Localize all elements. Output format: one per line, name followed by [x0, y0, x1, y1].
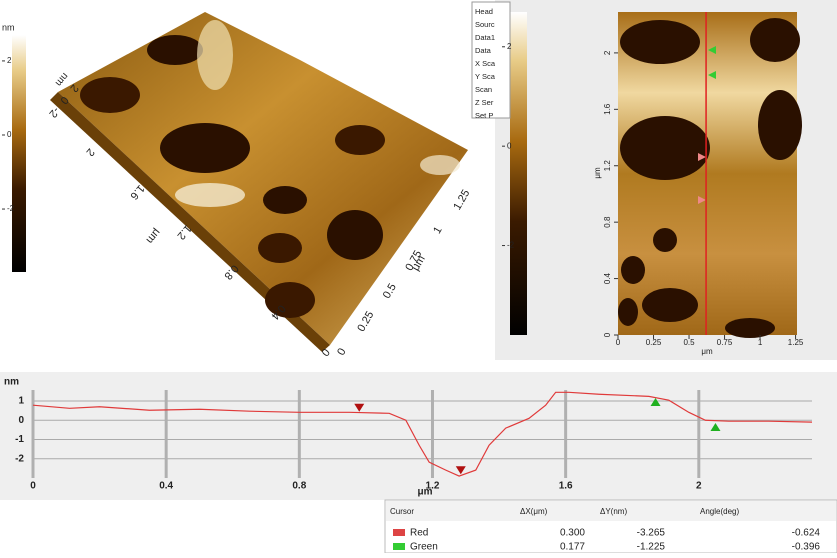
profile-line [32, 391, 813, 477]
x-tick-label: 0 [616, 338, 621, 347]
profile-panel [0, 372, 837, 500]
y-axis-label: nm [4, 377, 19, 388]
colorbar-label: nm [2, 22, 15, 32]
menu-item[interactable]: Set P [475, 111, 493, 120]
green-swatch [393, 543, 405, 550]
axis-3d-tick-label: 1.25 [451, 188, 472, 213]
cursor-marker[interactable] [354, 403, 365, 412]
table-cell: 0.177 [560, 542, 585, 553]
table-cell: 0.300 [560, 528, 585, 539]
x-axis-label: μm [701, 347, 713, 356]
x-tick-label: 0.8 [292, 481, 306, 492]
y-tick-label: 0.4 [603, 272, 612, 284]
x-tick-label: 1 [758, 338, 763, 347]
table-header-cell: Cursor [390, 507, 414, 516]
x-tick-label: 0.75 [717, 338, 733, 347]
table-cell: -0.624 [792, 528, 821, 539]
y-tick-label: -1 [15, 434, 24, 445]
y-tick-label: 0.8 [603, 216, 612, 228]
image-2d [618, 12, 802, 338]
table-header-cell: Angle(deg) [700, 507, 739, 516]
x-tick-label: 0.4 [159, 481, 173, 492]
table-cell: -1.225 [637, 542, 666, 553]
x-tick-label: 1.25 [788, 338, 804, 347]
menu-item[interactable]: Head [475, 7, 493, 16]
x-tick-label: 1.2 [426, 481, 440, 492]
table-cell: Red [410, 528, 428, 539]
colorbar-tick-label: 2 [7, 56, 12, 65]
menu-item[interactable]: Data [475, 46, 492, 55]
y-axis-label: μm [593, 167, 602, 179]
colorbar-tick-label: 0 [7, 130, 12, 139]
axis-3d-tick-label: 1 [431, 225, 444, 236]
y-tick-label: 1.6 [603, 103, 612, 115]
table-cell: Green [410, 542, 438, 553]
menu-item[interactable]: X Sca [475, 59, 496, 68]
axis-3d-label: μm [144, 226, 163, 246]
table-header [386, 501, 836, 521]
colorbar-tick-label: 2 [507, 42, 512, 51]
menu-item[interactable]: Y Sca [475, 72, 496, 81]
x-tick-label: 2 [696, 481, 702, 492]
x-tick-label: 0.5 [683, 338, 695, 347]
colorbar-tick-label: 0 [507, 141, 512, 150]
colorbar-tick-label: -2 [507, 241, 515, 250]
axis-3d-label: nm [53, 70, 70, 88]
y-tick-label: 0 [18, 415, 24, 426]
menu-item[interactable]: Data1 [475, 33, 495, 42]
y-tick-label: 2 [603, 50, 612, 55]
colorbar-tick-label: -2 [7, 204, 15, 213]
cursor-marker[interactable] [710, 422, 721, 431]
x-tick-label: 0 [30, 481, 36, 492]
y-tick-label: -2 [15, 453, 24, 464]
menu-item[interactable]: Sourc [475, 20, 495, 29]
axis-3d-tick-label: 0 [335, 346, 348, 357]
menu-item[interactable]: Scan [475, 85, 492, 94]
table-header-cell: ΔY(nm) [600, 507, 627, 516]
red-swatch [393, 529, 405, 536]
x-axis-label: μm [417, 487, 432, 498]
table-cell: -3.265 [637, 528, 666, 539]
axis-3d-tick-label: 0.5 [381, 282, 399, 301]
colorbar-2d [510, 12, 527, 335]
table-cell: -0.396 [792, 542, 821, 553]
surface-3d [50, 12, 468, 352]
y-tick-label: 1 [18, 396, 24, 407]
table-header-cell: ΔX(μm) [520, 507, 548, 516]
x-tick-label: 1.6 [559, 481, 573, 492]
cursor-marker[interactable] [650, 397, 661, 406]
menu-item[interactable]: Z Ser [475, 98, 494, 107]
axis-3d-tick-label: 0.25 [355, 309, 376, 334]
cursor-marker[interactable] [455, 466, 466, 475]
y-tick-label: 0 [603, 332, 612, 337]
colorbar-3d [12, 35, 26, 272]
menu-popup[interactable] [471, 1, 511, 119]
axis-3d-tick-label: 2 [84, 146, 97, 158]
x-tick-label: 0.25 [646, 338, 662, 347]
y-tick-label: 1.2 [603, 160, 612, 172]
